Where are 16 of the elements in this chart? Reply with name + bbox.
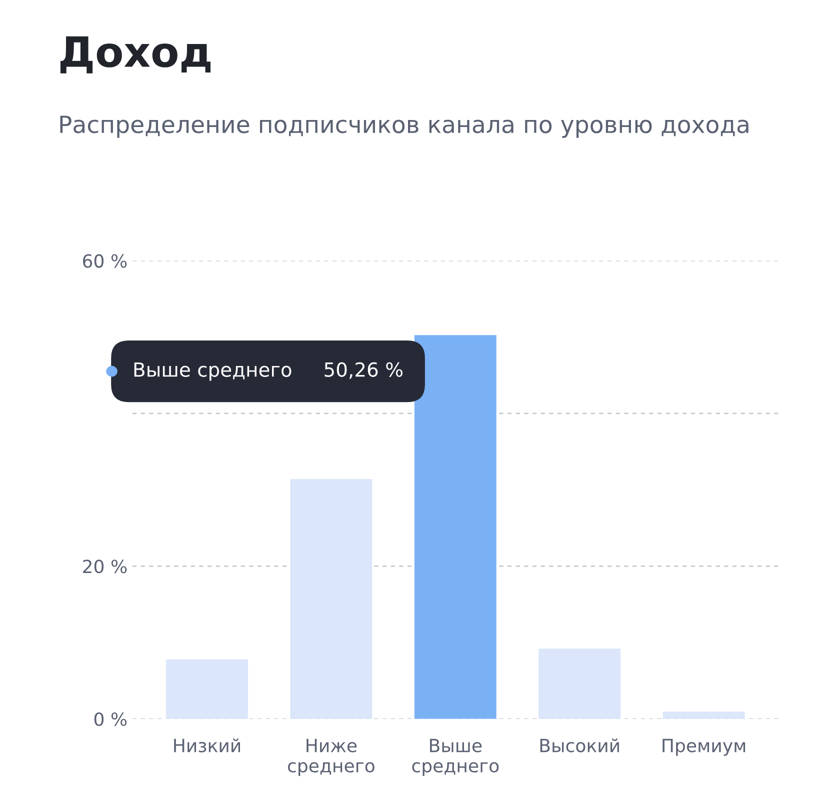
y-tick-label: 20 % [83,560,127,574]
chart-subtitle: Распределение подписчиков канала по уровню дохода [60,116,748,138]
x-tick-label: Выше среднего [412,738,499,776]
x-tick-label: Ниже среднего [288,738,374,776]
bar [662,712,745,719]
bar [166,659,248,719]
x-tick-label: Премиум [662,738,746,756]
x-tick-label: Высокий [540,738,619,752]
chart-title: Доход [60,36,211,74]
x-tick-label: Низкий [174,738,240,752]
y-tick-label: 60 % [83,254,127,268]
bar [414,335,496,719]
bar [538,648,621,719]
bar [290,479,372,719]
annotation: Выше среднего 50,26 % [134,362,402,381]
y-tick-label: 0 % [94,712,127,726]
